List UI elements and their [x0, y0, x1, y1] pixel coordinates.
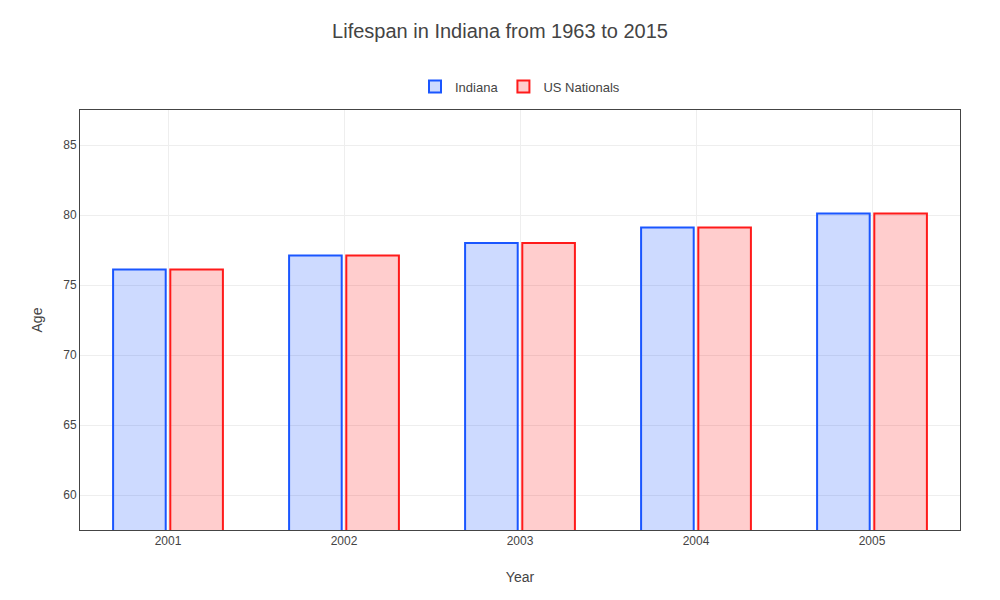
- svg-text:2004: 2004: [683, 534, 710, 548]
- svg-text:Year: Year: [506, 569, 535, 585]
- svg-text:60: 60: [63, 488, 77, 502]
- svg-text:2002: 2002: [331, 534, 358, 548]
- svg-text:Age: Age: [29, 307, 45, 332]
- svg-text:70: 70: [63, 348, 77, 362]
- svg-text:US Nationals: US Nationals: [543, 80, 619, 95]
- svg-text:2003: 2003: [507, 534, 534, 548]
- svg-text:2001: 2001: [155, 534, 182, 548]
- svg-text:80: 80: [63, 208, 77, 222]
- svg-text:75: 75: [63, 278, 77, 292]
- svg-text:Lifespan in Indiana from 1963: Lifespan in Indiana from 1963 to 2015: [332, 20, 668, 42]
- svg-text:85: 85: [63, 138, 77, 152]
- svg-text:Indiana: Indiana: [455, 80, 498, 95]
- svg-text:65: 65: [63, 418, 77, 432]
- svg-text:2005: 2005: [859, 534, 886, 548]
